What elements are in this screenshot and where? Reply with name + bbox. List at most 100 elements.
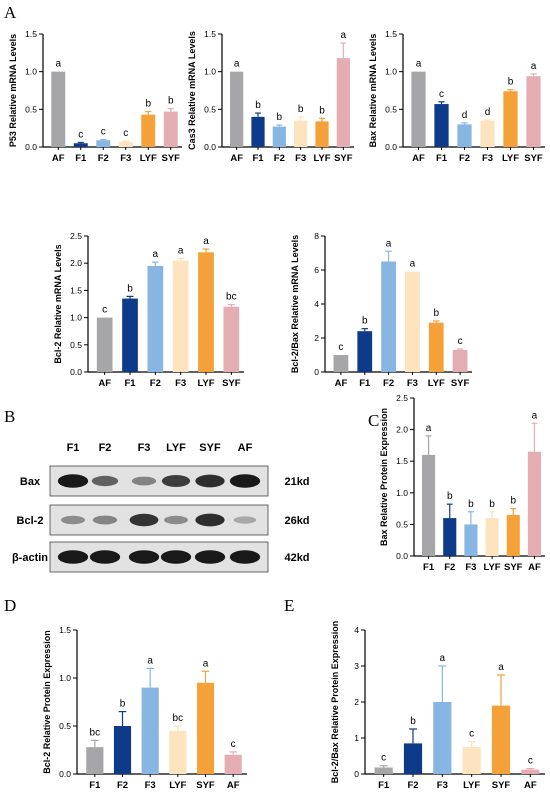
- bar: [230, 71, 244, 147]
- x-tick-label: AF: [230, 153, 243, 164]
- significance-letter: bc: [226, 292, 237, 303]
- significance-letter: b: [447, 491, 453, 502]
- y-tick-label: 1.0: [385, 67, 397, 77]
- bar: [521, 769, 540, 774]
- chart-cas3: 0.0 0.5 1.0 1.5 Cas3 Relative mRNA Levels a AF…: [187, 29, 354, 164]
- bar: [251, 116, 265, 147]
- blot-kd-label: 21kd: [284, 476, 309, 488]
- x-tick-label: SYF: [334, 153, 353, 164]
- significance-letter: b: [410, 716, 416, 727]
- significance-letter: b: [433, 308, 439, 319]
- significance-letter: a: [234, 59, 240, 70]
- blot-band: [195, 513, 225, 527]
- blot-band: [160, 550, 192, 564]
- bar: [503, 91, 518, 147]
- x-tick-label: F1: [378, 780, 390, 791]
- bar: [405, 271, 420, 372]
- western-blot-panel: F1 F2 F3 LYF SYF AF Bax 21kd Bcl-2 26kd β-actin 42k…: [12, 442, 310, 573]
- y-tick-label: 1.5: [204, 29, 216, 39]
- y-tick-label: 1: [354, 733, 359, 743]
- chart-bcl2bax_protein: 0 1 2 3 4 Bcl-2/Bax Relative Protein Expressi…: [330, 621, 545, 791]
- y-tick-label: 1.5: [385, 29, 397, 39]
- x-tick-label: F3: [407, 378, 418, 389]
- y-tick-label: 2: [314, 333, 319, 343]
- y-axis-label: Bcl-2 Relative mRNA Levels: [53, 244, 63, 363]
- y-tick-label: 1.5: [59, 625, 71, 635]
- significance-letter: a: [203, 236, 209, 247]
- x-tick-label: SYF: [451, 378, 470, 389]
- significance-letter: b: [277, 112, 283, 123]
- significance-letter: b: [510, 496, 516, 507]
- bar: [433, 702, 452, 774]
- x-tick-label: F2: [98, 153, 109, 164]
- significance-letter: a: [426, 423, 432, 434]
- x-tick-label: F2: [459, 153, 470, 164]
- blot-band: [195, 474, 225, 488]
- y-tick-label: 1.5: [70, 285, 82, 295]
- panel-label-b: B: [4, 407, 15, 426]
- bar: [422, 454, 436, 556]
- panel-label-d: D: [4, 596, 16, 615]
- bar: [462, 747, 481, 774]
- blot-band: [61, 515, 85, 525]
- bar: [336, 58, 350, 147]
- y-axis-label: Bax Relative Protein Expression: [379, 408, 389, 546]
- blot-protein-label: Bcl-2: [17, 515, 44, 527]
- chart-p53: 0.0 0.5 1.0 1.5 P53 Relative mRNA Levels a AF c…: [8, 29, 182, 164]
- significance-letter: b: [145, 99, 151, 110]
- y-tick-label: 0.5: [385, 104, 397, 114]
- significance-letter: bc: [90, 727, 101, 738]
- significance-letter: c: [78, 129, 83, 140]
- significance-letter: b: [168, 96, 174, 107]
- x-tick-label: F3: [437, 780, 448, 791]
- blot-kd-label: 42kd: [284, 552, 309, 564]
- x-tick-label: F1: [359, 378, 371, 389]
- x-tick-label: AF: [335, 378, 348, 389]
- bar: [118, 141, 133, 147]
- blot-band: [233, 516, 257, 524]
- bar: [73, 143, 88, 147]
- x-tick-label: F3: [175, 378, 186, 389]
- blot-lane-label: F2: [99, 442, 112, 454]
- x-tick-label: F1: [423, 562, 435, 573]
- bar: [491, 705, 511, 774]
- significance-letter: a: [178, 245, 184, 256]
- x-tick-label: AF: [227, 780, 240, 791]
- bar: [86, 747, 104, 774]
- x-tick-label: AF: [412, 153, 425, 164]
- significance-letter: b: [319, 105, 325, 116]
- bar: [411, 71, 426, 147]
- blot-protein-label: β-actin: [12, 552, 48, 564]
- x-tick-label: SYF: [222, 378, 241, 389]
- y-tick-label: 0: [314, 367, 319, 377]
- bar: [169, 730, 187, 774]
- x-tick-label: F2: [444, 562, 455, 573]
- bar: [434, 104, 449, 147]
- y-tick-label: 0.0: [70, 367, 82, 377]
- y-tick-label: 8: [314, 231, 319, 241]
- significance-letter: a: [416, 59, 422, 70]
- x-tick-label: SYF: [162, 153, 181, 164]
- blot-band: [57, 474, 89, 488]
- bar: [333, 355, 349, 372]
- x-tick-label: F1: [89, 780, 101, 791]
- y-tick-label: 4: [314, 299, 319, 309]
- y-axis-label: Bcl-2/Bax Relative mRNA Levels: [290, 235, 300, 373]
- blot-band: [194, 550, 226, 564]
- blot-lane-label: LYF: [166, 442, 186, 454]
- bar: [294, 120, 308, 147]
- panel-label-e: E: [284, 596, 294, 615]
- x-tick-label: AF: [524, 780, 537, 791]
- panel-label-c: C: [368, 411, 379, 430]
- y-tick-label: 1.0: [59, 673, 71, 683]
- blot-row-0: Bax 21kd: [20, 465, 310, 497]
- x-tick-label: SYF: [504, 562, 523, 573]
- x-tick-label: LYF: [197, 378, 214, 389]
- significance-letter: b: [489, 499, 495, 510]
- y-tick-label: 1.0: [396, 488, 408, 498]
- bar: [428, 322, 444, 372]
- bar: [527, 451, 541, 556]
- significance-letter: a: [531, 61, 537, 72]
- bar: [196, 682, 215, 774]
